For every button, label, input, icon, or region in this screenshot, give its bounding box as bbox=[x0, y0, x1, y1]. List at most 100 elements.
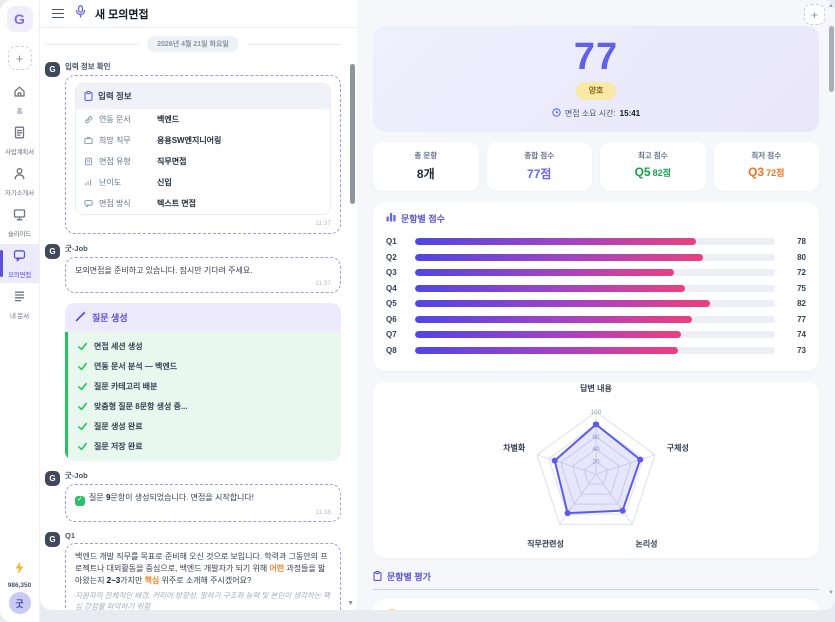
bar-value: 78 bbox=[797, 237, 806, 247]
chat-bubble-icon bbox=[13, 249, 26, 267]
bar-category: Q1 bbox=[386, 237, 397, 247]
monitor-icon bbox=[13, 208, 26, 226]
stat-card: 최저 점수 Q3 72점 bbox=[713, 141, 819, 191]
svg-text:구체성: 구체성 bbox=[667, 443, 689, 453]
scroll-down-icon[interactable]: ▼ bbox=[828, 590, 834, 596]
info-value: 직무면접 bbox=[157, 156, 187, 166]
score-grade-badge: 양호 bbox=[575, 81, 617, 100]
svg-text:답변 내용: 답변 내용 bbox=[580, 384, 612, 393]
stat-label: 최고 점수 bbox=[637, 150, 668, 160]
info-label: 연동 문서 bbox=[99, 114, 131, 124]
generation-step: 맞춤형 질문 8문항 생성 중... bbox=[68, 396, 341, 416]
menu-icon[interactable] bbox=[50, 7, 66, 21]
sidebar-item-business-plan[interactable]: 사업계획서 bbox=[0, 121, 39, 160]
date-divider: 2026년 4월 21일 화요일 bbox=[45, 36, 342, 52]
timestamp: 11:37 bbox=[315, 279, 331, 287]
info-row: 연동 문서 백엔드 bbox=[76, 109, 330, 130]
info-row: 면접 유형 직무면접 bbox=[76, 151, 330, 172]
bar-chart: Q1 78 Q2 80 Q3 72 Q4 75 Q5 82 Q6 77 Q7 7… bbox=[373, 229, 819, 372]
svg-text:논리성: 논리성 bbox=[635, 539, 657, 549]
sidebar-item-my-docs[interactable]: 내 문서 bbox=[0, 285, 39, 324]
bar-track bbox=[415, 238, 775, 246]
per-question-eval-section: 문항별 평가 bbox=[373, 570, 819, 610]
scroll-down-icon[interactable]: ▼ bbox=[347, 600, 354, 607]
sidebar-item-slides[interactable]: 슬라이드 bbox=[0, 203, 39, 242]
check-icon bbox=[78, 382, 87, 390]
report-panel: + ▲ ▼ 77 양호 면접 소요 시간: 15:41 총 문항 bbox=[357, 0, 835, 610]
overall-score: 77 bbox=[573, 36, 619, 78]
info-value: 백엔드 bbox=[157, 114, 180, 124]
sidebar-item-label: 모의면접 bbox=[7, 272, 32, 279]
magic-wand-icon bbox=[75, 311, 86, 324]
overall-score-card: 77 양호 면접 소요 시간: 15:41 bbox=[373, 26, 819, 132]
chat-panel: 새 모의면접 2026년 4월 21일 화요일 G 입력 정보 확인 bbox=[40, 0, 357, 610]
stat-value: 77점 bbox=[527, 166, 552, 181]
check-icon bbox=[78, 402, 87, 410]
document-icon bbox=[13, 126, 26, 144]
sidebar-item-home[interactable]: 홈 bbox=[0, 80, 39, 119]
briefcase-icon bbox=[84, 136, 93, 145]
eval-bullet-icon bbox=[385, 609, 399, 610]
sidebar-item-interview[interactable]: 모의면접 bbox=[0, 244, 39, 283]
question-gen-title: 질문 생성 bbox=[92, 313, 128, 324]
info-label: 면접 방식 bbox=[99, 198, 131, 208]
step-label: 면접 세션 생성 bbox=[94, 341, 143, 351]
info-row: 난이도 신입 bbox=[76, 172, 330, 193]
bar-row: Q7 74 bbox=[386, 330, 806, 339]
scroll-up-icon[interactable]: ▲ bbox=[828, 3, 834, 9]
step-label: 질문 생성 완료 bbox=[94, 421, 143, 431]
bar-category: Q2 bbox=[386, 252, 397, 262]
bar-row: Q6 77 bbox=[386, 315, 806, 324]
generation-step: 질문 생성 완료 bbox=[68, 416, 341, 436]
new-item-button[interactable]: + bbox=[7, 46, 32, 70]
check-icon bbox=[78, 342, 87, 350]
bot-avatar: G bbox=[45, 62, 60, 77]
bot-avatar: G bbox=[45, 243, 60, 259]
sidebar-item-label: 홈 bbox=[16, 108, 23, 115]
page-title: 새 모의면접 bbox=[95, 8, 149, 21]
message-input-info: G 입력 정보 확인 입력 정보 bbox=[45, 61, 341, 234]
stat-card: 총 문항 8개 bbox=[373, 141, 479, 191]
svg-text:100: 100 bbox=[591, 409, 602, 416]
report-scrollbar[interactable] bbox=[829, 26, 834, 92]
question-note: 지원자의 전체적인 배경, 커리어 방향성, 말하기 구조화 능력 및 본인이 … bbox=[75, 591, 330, 610]
credits-count: 986,350 bbox=[7, 582, 32, 589]
message-preparing: G 굿-Job 모의면접을 준비하고 있습니다. 잠시만 기다려 주세요. 11… bbox=[45, 243, 341, 294]
add-button[interactable]: + bbox=[804, 4, 825, 25]
home-icon bbox=[13, 85, 26, 103]
info-row: 희망 직무 응용SW엔지니어링 bbox=[76, 130, 330, 151]
microphone-icon bbox=[75, 4, 86, 23]
stat-label: 종합 점수 bbox=[524, 150, 555, 160]
app-logo[interactable]: G bbox=[6, 6, 33, 32]
svg-text:차별화: 차별화 bbox=[503, 443, 526, 453]
svg-text:직무관련성: 직무관련성 bbox=[527, 539, 564, 549]
info-card-title: 입력 정보 bbox=[98, 91, 132, 101]
bar-value: 74 bbox=[797, 330, 806, 340]
bar-track bbox=[415, 284, 775, 292]
bar-value: 80 bbox=[797, 252, 806, 262]
eval-section-title: 문항별 평가 bbox=[387, 572, 431, 583]
sidebar-item-label: 사업계획서 bbox=[5, 149, 34, 156]
step-label: 질문 저장 완료 bbox=[94, 441, 143, 451]
message-question-1: G Q1 백엔드 개발 직무를 목표로 준비해 오신 것으로 보입니다. 학력과… bbox=[45, 531, 341, 610]
sidebar-item-resume[interactable]: 자기소개서 bbox=[0, 162, 39, 201]
step-label: 연동 문서 분석 — 백엔드 bbox=[94, 361, 178, 371]
stat-value: Q3 72점 bbox=[748, 164, 785, 179]
stat-value: Q5 82점 bbox=[634, 164, 671, 179]
question-generation-panel: 질문 생성 면접 세션 생성 연동 문서 분석 — 백엔드 질문 카테고리 배분… bbox=[65, 303, 341, 462]
bar-chart-icon bbox=[386, 212, 396, 224]
bar-fill bbox=[415, 300, 711, 308]
bar-category: Q8 bbox=[386, 345, 397, 355]
info-label: 희망 직무 bbox=[99, 135, 131, 145]
clock-icon bbox=[552, 108, 561, 119]
message-sender: 굿-Job bbox=[65, 471, 88, 481]
chat-scrollbar[interactable] bbox=[350, 64, 355, 204]
bar-value: 82 bbox=[797, 299, 806, 309]
date-badge: 2026년 4월 21일 화요일 bbox=[147, 36, 239, 52]
duration-label: 면접 소요 시간: bbox=[564, 108, 616, 118]
info-value: 신입 bbox=[157, 177, 172, 187]
user-avatar[interactable]: 굿 bbox=[8, 592, 31, 614]
check-icon bbox=[78, 442, 87, 450]
bar-fill bbox=[415, 269, 675, 277]
